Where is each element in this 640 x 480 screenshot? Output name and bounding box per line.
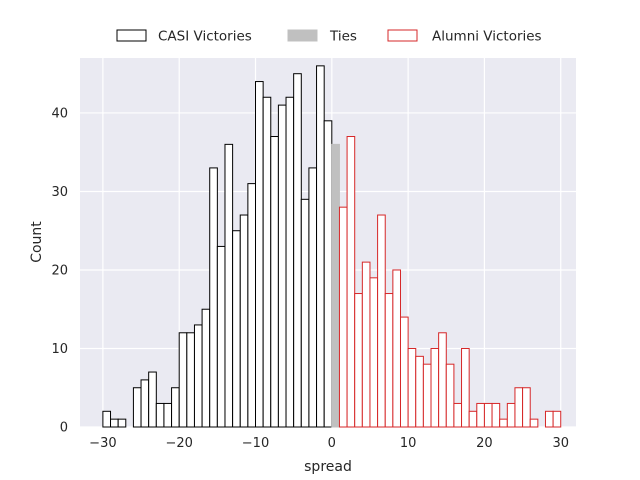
bar-casi-victories: [255, 81, 264, 428]
bar-casi-victories: [277, 104, 287, 428]
bar-alumni-victories: [438, 332, 447, 428]
bar-casi-victories: [216, 245, 226, 428]
bar-casi-victories: [285, 96, 295, 428]
bar-casi-victories: [193, 324, 203, 428]
legend-label-alumni-victories: Alumni Victories: [432, 29, 542, 45]
bar-casi-victories: [171, 387, 180, 428]
y-tick-label: 10: [51, 342, 68, 357]
bar-alumni-victories: [422, 363, 432, 428]
y-tick-label: 40: [51, 106, 68, 121]
bar-alumni-victories: [529, 418, 539, 428]
bar-casi-victories: [186, 332, 195, 428]
y-axis-ticks: 0 10 20 30 40: [51, 106, 68, 435]
bar-alumni-victories: [476, 402, 485, 428]
bar-alumni-victories: [522, 387, 531, 428]
bar-casi-victories: [300, 198, 310, 428]
bar-casi-victories: [209, 167, 218, 428]
bar-alumni-victories: [369, 277, 379, 428]
bar-alumni-victories: [461, 347, 470, 428]
y-tick-label: 30: [51, 185, 68, 200]
bar-casi-victories: [316, 65, 325, 428]
bar-casi-victories: [148, 371, 157, 428]
bar-casi-victories: [178, 332, 188, 428]
bar-casi-victories: [110, 418, 119, 428]
x-tick-label: −20: [165, 436, 192, 451]
x-tick-label: 10: [400, 436, 417, 451]
legend-label-ties: Ties: [329, 29, 357, 45]
bar-casi-victories: [270, 136, 279, 428]
bar-casi-victories: [239, 214, 249, 428]
legend: CASI Victories Ties Alumni Victories: [116, 29, 542, 45]
bar-casi-victories: [132, 387, 142, 428]
bar-casi-victories: [293, 73, 302, 428]
histogram-bars: [102, 65, 562, 428]
bar-casi-victories: [262, 96, 272, 428]
bar-casi-victories: [163, 402, 173, 428]
x-axis-ticks: −30 −20 −10 0 10 20 30: [89, 436, 569, 451]
bar-alumni-victories: [346, 136, 356, 428]
bar-alumni-victories: [384, 293, 394, 428]
bar-ties: [331, 143, 340, 428]
y-tick-label: 20: [51, 263, 68, 278]
bar-alumni-victories: [453, 402, 463, 428]
bar-alumni-victories: [445, 363, 455, 428]
bar-casi-victories: [323, 120, 333, 428]
bar-casi-victories: [247, 183, 257, 428]
x-tick-label: 20: [476, 436, 493, 451]
bar-alumni-victories: [399, 316, 409, 428]
y-axis-label: Count: [29, 221, 45, 263]
bar-casi-victories: [102, 410, 112, 428]
bar-alumni-victories: [354, 293, 363, 428]
x-tick-label: −10: [242, 436, 269, 451]
bar-alumni-victories: [377, 214, 386, 428]
bar-alumni-victories: [506, 402, 516, 428]
y-tick-label: 0: [60, 421, 68, 436]
legend-label-casi-victories: CASI Victories: [158, 29, 252, 45]
bar-casi-victories: [117, 418, 127, 428]
bar-alumni-victories: [544, 410, 554, 428]
bar-casi-victories: [224, 143, 234, 428]
legend-swatch-ties: [287, 29, 318, 42]
bar-alumni-victories: [392, 269, 401, 428]
bar-alumni-victories: [415, 355, 424, 428]
bar-alumni-victories: [514, 387, 524, 428]
legend-swatch-alumni-victories: [387, 29, 418, 42]
bar-alumni-victories: [430, 347, 440, 428]
bar-alumni-victories: [338, 206, 348, 428]
bar-alumni-victories: [499, 418, 508, 428]
bar-alumni-victories: [552, 410, 562, 428]
bar-alumni-victories: [491, 402, 501, 428]
x-tick-label: −30: [89, 436, 116, 451]
bar-casi-victories: [232, 230, 241, 428]
bar-alumni-victories: [468, 410, 478, 428]
legend-swatch-casi-victories: [116, 29, 147, 42]
x-axis-label: spread: [304, 459, 352, 475]
bar-casi-victories: [308, 167, 318, 428]
bar-alumni-victories: [361, 261, 371, 428]
bar-alumni-victories: [407, 347, 417, 428]
bar-casi-victories: [155, 402, 165, 428]
bar-casi-victories: [140, 379, 150, 428]
x-tick-label: 0: [328, 436, 336, 451]
bar-casi-victories: [201, 308, 211, 428]
bar-alumni-victories: [483, 402, 493, 428]
x-tick-label: 30: [552, 436, 569, 451]
